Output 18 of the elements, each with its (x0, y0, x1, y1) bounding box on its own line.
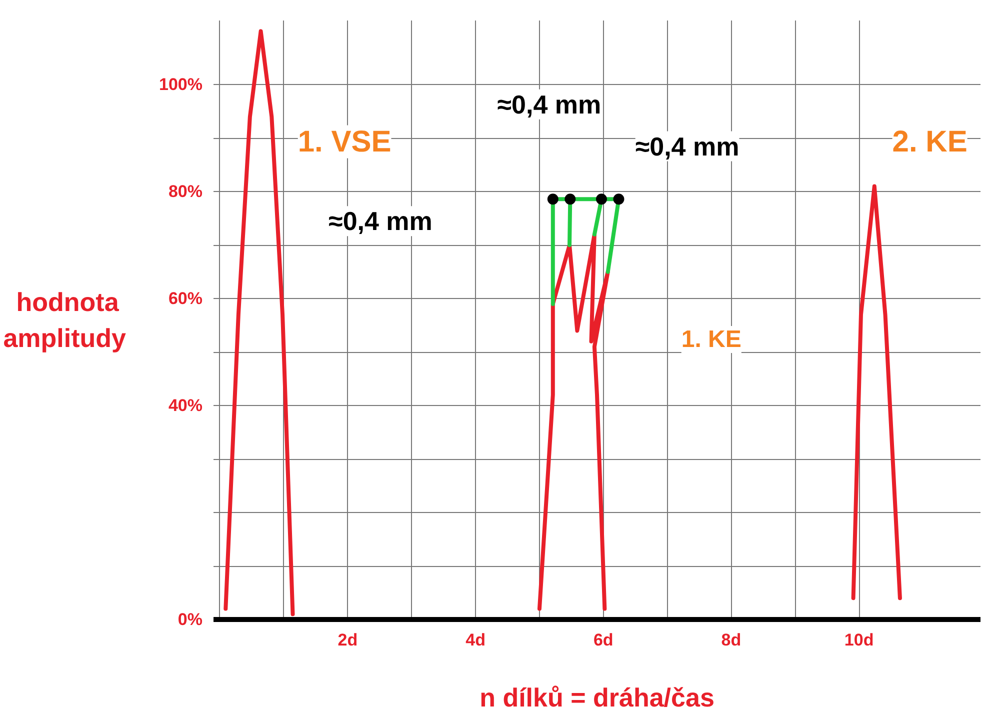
x-tick-label: 6d (593, 630, 614, 650)
x-tick-label: 8d (721, 630, 742, 650)
annotation: ≈0,4 mm (635, 131, 740, 162)
y-tick-label: 80% (168, 182, 203, 202)
y-tick-label: 0% (178, 610, 203, 629)
y-tick-label: 60% (168, 289, 203, 308)
y-tick-label: 100% (159, 75, 203, 94)
annotation: 1. VSE (298, 125, 392, 158)
x-tick-label: 2d (338, 630, 358, 650)
x-tick-label: 10d (844, 630, 874, 650)
annotation: 1. KE (681, 326, 742, 353)
y-tick-label: 40% (168, 396, 203, 416)
annotation: 2. KE (892, 125, 968, 158)
x-axis-title: n dílků = dráha/čas (480, 682, 714, 712)
annotation: ≈0,4 mm (328, 206, 432, 236)
y-axis-title: hodnota amplitudy (3, 287, 127, 353)
annotation: ≈0,4 mm (497, 89, 602, 120)
x-tick-label: 4d (466, 630, 486, 650)
